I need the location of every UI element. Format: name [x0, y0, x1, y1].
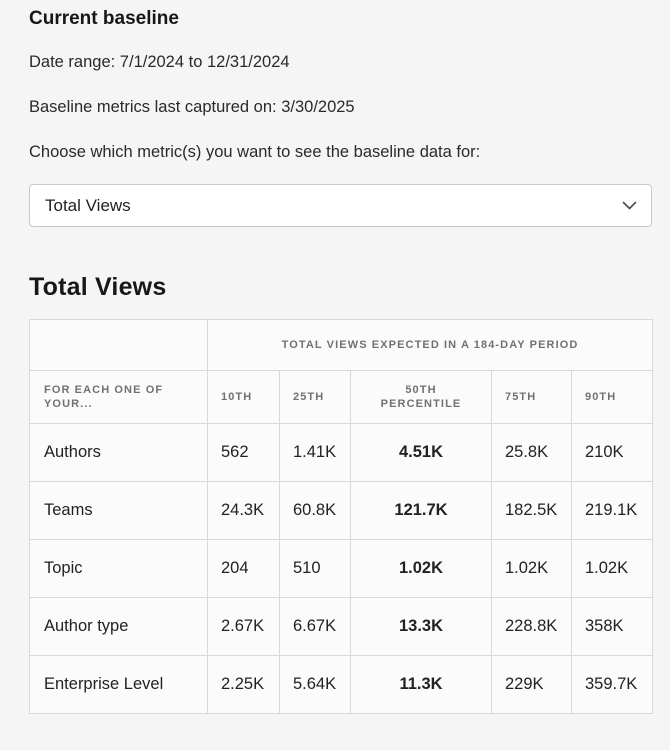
column-header-90th: 90TH — [570, 370, 654, 424]
table-cell: 562 — [207, 423, 280, 482]
current-baseline-panel: Current baseline Date range: 7/1/2024 to… — [29, 8, 654, 714]
table-cell: 1.02K — [491, 539, 572, 598]
date-range-text: Date range: 7/1/2024 to 12/31/2024 — [29, 53, 290, 71]
table-column-header-row: FOR EACH ONE OF YOUR... 10TH 25TH 50TH P… — [29, 370, 654, 424]
table-cell: 6.67K — [279, 597, 351, 656]
last-captured-text: Baseline metrics last captured on: 3/30/… — [29, 98, 355, 116]
table-cell-50th: 13.3K — [350, 597, 492, 656]
table-row: Enterprise Level 2.25K 5.64K 11.3K 229K … — [29, 655, 654, 714]
column-header-25th: 25TH — [279, 370, 351, 424]
metric-select-value: Total Views — [45, 195, 131, 215]
table-cell: 228.8K — [491, 597, 572, 656]
row-label: Authors — [29, 423, 208, 482]
metric-select[interactable]: Total Views — [29, 184, 652, 227]
table-cell-50th: 11.3K — [350, 655, 492, 714]
row-label: Enterprise Level — [29, 655, 208, 714]
table-cell-50th: 4.51K — [350, 423, 492, 482]
table-row: Teams 24.3K 60.8K 121.7K 182.5K 219.1K — [29, 481, 654, 540]
table-row: Authors 562 1.41K 4.51K 25.8K 210K — [29, 423, 654, 482]
spanning-column-header: TOTAL VIEWS EXPECTED IN A 184-DAY PERIOD — [206, 319, 654, 371]
table-cell: 24.3K — [207, 481, 280, 540]
column-header-50th-label: 50TH PERCENTILE — [380, 384, 462, 410]
table-cell: 5.64K — [279, 655, 351, 714]
table-cell: 60.8K — [279, 481, 351, 540]
metric-choose-label: Choose which metric(s) you want to see t… — [29, 143, 481, 161]
column-header-10th: 10TH — [207, 370, 280, 424]
table-cell: 182.5K — [491, 481, 572, 540]
table-cell: 1.41K — [279, 423, 351, 482]
chevron-down-icon — [622, 201, 637, 210]
section-title: Total Views — [29, 273, 167, 301]
table-spanning-header-row: TOTAL VIEWS EXPECTED IN A 184-DAY PERIOD — [29, 319, 654, 371]
table-row: Topic 204 510 1.02K 1.02K 1.02K — [29, 539, 654, 598]
baseline-metrics-table: TOTAL VIEWS EXPECTED IN A 184-DAY PERIOD… — [29, 319, 654, 714]
column-header-75th: 75TH — [491, 370, 572, 424]
table-cell: 204 — [207, 539, 280, 598]
table-cell: 2.67K — [207, 597, 280, 656]
table-cell: 219.1K — [570, 481, 654, 540]
column-header-50th: 50TH PERCENTILE — [350, 370, 492, 424]
table-corner-cell — [29, 319, 208, 371]
row-label: Author type — [29, 597, 208, 656]
table-cell-50th: 121.7K — [350, 481, 492, 540]
row-label: Teams — [29, 481, 208, 540]
page-title: Current baseline — [29, 8, 179, 29]
table-cell: 1.02K — [570, 539, 654, 598]
row-label: Topic — [29, 539, 208, 598]
table-cell: 2.25K — [207, 655, 280, 714]
table-cell: 229K — [491, 655, 572, 714]
row-dimension-header: FOR EACH ONE OF YOUR... — [29, 370, 208, 424]
table-cell: 358K — [570, 597, 654, 656]
table-row: Author type 2.67K 6.67K 13.3K 228.8K 358… — [29, 597, 654, 656]
table-cell-50th: 1.02K — [350, 539, 492, 598]
table-cell: 25.8K — [491, 423, 572, 482]
table-cell: 510 — [279, 539, 351, 598]
table-cell: 210K — [570, 423, 654, 482]
table-cell: 359.7K — [570, 655, 654, 714]
